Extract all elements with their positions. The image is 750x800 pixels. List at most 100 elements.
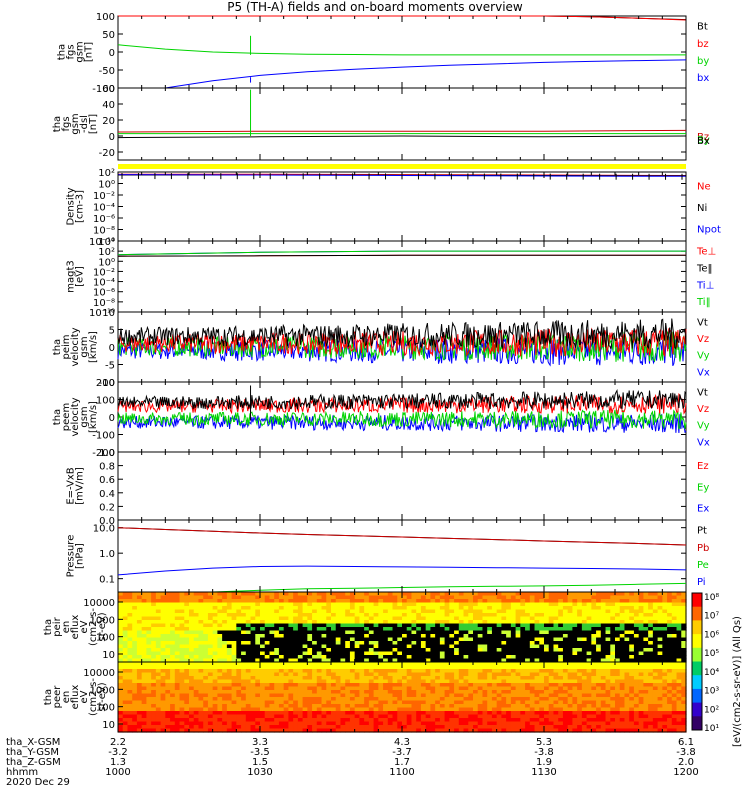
- spectrogram-cell: [255, 620, 261, 625]
- spectrogram-cell: [312, 721, 318, 726]
- spectrogram-cell: [463, 637, 469, 642]
- spectrogram-cell: [383, 693, 389, 698]
- spectrogram-cell: [529, 634, 536, 639]
- spectrogram-cell: [411, 644, 417, 649]
- y-axis-label: peir: [52, 616, 63, 636]
- spectrogram-cell: [624, 595, 630, 600]
- spectrogram-cell: [657, 665, 663, 670]
- spectrogram-cell: [534, 679, 540, 684]
- spectrogram-cell: [373, 599, 379, 604]
- spectrogram-cell: [198, 641, 204, 646]
- spectrogram-cell: [667, 714, 673, 719]
- spectrogram-cell: [193, 700, 200, 705]
- spectrogram-cell: [610, 725, 616, 730]
- spectrogram-cell: [615, 637, 621, 642]
- spectrogram-cell: [605, 592, 611, 597]
- spectrogram-cell: [184, 630, 190, 635]
- spectrogram-cell: [269, 693, 275, 698]
- spectrogram-cell: [198, 700, 204, 705]
- spectrogram-cell: [667, 721, 673, 726]
- spectrogram-cell: [331, 606, 337, 611]
- spectrogram-cell: [184, 707, 190, 712]
- spectrogram-cell: [420, 620, 427, 625]
- spectrogram-cell: [132, 613, 138, 618]
- spectrogram-cell: [222, 711, 228, 716]
- spectrogram-cell: [212, 651, 218, 656]
- spectrogram-cell: [529, 693, 536, 698]
- spectrogram-cell: [331, 704, 337, 709]
- spectrogram-cell: [236, 714, 242, 719]
- spectrogram-cell: [577, 714, 583, 719]
- spectrogram-cell: [387, 721, 394, 726]
- spectrogram-cell: [496, 704, 502, 709]
- spectrogram-cell: [596, 693, 602, 698]
- spectrogram-cell: [681, 686, 687, 691]
- spectrogram-cell: [416, 623, 422, 628]
- spectrogram-cell: [383, 634, 389, 639]
- spectrogram-cell: [643, 641, 649, 646]
- spectrogram-cell: [193, 616, 200, 621]
- spectrogram-cell: [529, 721, 536, 726]
- spectrogram-cell: [525, 655, 531, 660]
- spectrogram-cell: [430, 690, 436, 695]
- spectrogram-cell: [638, 679, 644, 684]
- spectrogram-cell: [454, 644, 460, 649]
- spectrogram-cell: [444, 620, 450, 625]
- spectrogram-cell: [312, 707, 318, 712]
- spectrogram-cell: [316, 634, 323, 639]
- spectrogram-cell: [383, 602, 389, 607]
- spectrogram-cell: [255, 662, 261, 667]
- spectrogram-cell: [354, 599, 360, 604]
- spectrogram-cell: [212, 641, 218, 646]
- spectrogram-cell: [610, 683, 616, 688]
- spectrogram-cell: [283, 602, 289, 607]
- spectrogram-cell: [487, 620, 493, 625]
- spectrogram-cell: [184, 602, 190, 607]
- spectrogram-cell: [307, 697, 313, 702]
- spectrogram-cell: [245, 592, 252, 597]
- spectrogram-cell: [378, 669, 384, 674]
- spectrogram-cell: [619, 725, 626, 730]
- spectrogram-cell: [212, 693, 218, 698]
- spectrogram-cell: [387, 683, 394, 688]
- spectrogram-cell: [189, 648, 195, 653]
- spectrogram-cell: [553, 623, 559, 628]
- spectrogram-cell: [558, 679, 564, 684]
- spectrogram-cell: [562, 704, 569, 709]
- spectrogram-cell: [510, 718, 517, 723]
- spectrogram-cell: [349, 711, 356, 716]
- spectrogram-cell: [373, 725, 379, 730]
- spectrogram-cell: [340, 690, 346, 695]
- spectrogram-cell: [392, 721, 398, 726]
- spectrogram-cell: [619, 651, 626, 656]
- spectrogram-cell: [662, 700, 668, 705]
- spectrogram-cell: [222, 700, 228, 705]
- spectrogram-cell: [331, 620, 337, 625]
- spectrogram-cell: [629, 711, 635, 716]
- spectrogram-cell: [525, 651, 531, 656]
- spectrogram-cell: [278, 697, 285, 702]
- spectrogram-cell: [397, 714, 403, 719]
- spectrogram-cell: [676, 623, 682, 628]
- spectrogram-cell: [170, 644, 176, 649]
- spectrogram-cell: [501, 609, 507, 614]
- spectrogram-cell: [260, 644, 266, 649]
- spectrogram-cell: [596, 679, 602, 684]
- spectrogram-cell: [207, 714, 214, 719]
- spectrogram-cell: [151, 662, 157, 667]
- spectrogram-cell: [165, 592, 171, 597]
- spectrogram-cell: [118, 679, 124, 684]
- spectrogram-cell: [420, 655, 427, 660]
- spectrogram-cell: [354, 711, 360, 716]
- spectrogram-cell: [316, 683, 323, 688]
- y-axis-label: [nT]: [84, 42, 95, 62]
- spectrogram-cell: [558, 676, 564, 681]
- spectrogram-cell: [482, 676, 488, 681]
- y-tick-label: 10⁰: [98, 257, 115, 268]
- spectrogram-cell: [207, 672, 214, 677]
- spectrogram-cell: [529, 662, 536, 667]
- spectrogram-cell: [558, 697, 564, 702]
- spectrogram-cell: [558, 662, 564, 667]
- spectrogram-cell: [420, 721, 427, 726]
- spectrogram-cell: [184, 665, 190, 670]
